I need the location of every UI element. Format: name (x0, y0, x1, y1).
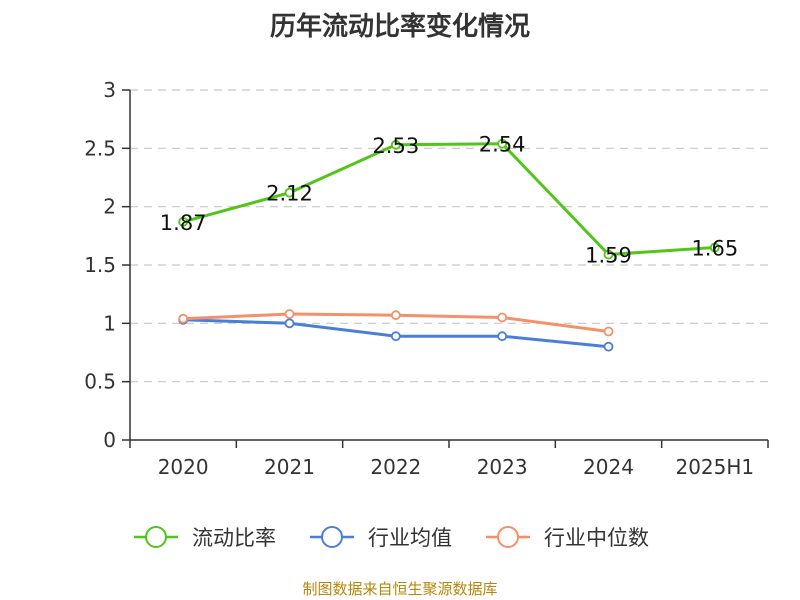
data-point (497, 312, 508, 323)
data-point (284, 309, 295, 319)
data-point (390, 310, 401, 321)
chart-title: 历年流动比率变化情况 (269, 12, 530, 42)
data-point (497, 331, 508, 342)
y-tick-label: 0.5 (84, 370, 116, 394)
data-point (390, 139, 401, 150)
legend-label: 行业均值 (368, 526, 452, 550)
data-label: 2.12 (266, 182, 313, 206)
legend-marker (145, 526, 167, 548)
y-tick-label: 2 (103, 195, 116, 219)
data-point (497, 138, 508, 149)
data-point (390, 331, 401, 342)
data-point (709, 242, 720, 253)
x-tick-label: 2024 (583, 455, 634, 479)
data-point (603, 341, 614, 352)
x-tick-label: 2020 (158, 455, 209, 479)
legend-marker (497, 526, 519, 548)
data-label: 1.65 (691, 237, 738, 261)
x-tick-label: 2023 (477, 455, 528, 479)
data-point (284, 318, 295, 329)
x-tick-label: 2022 (370, 455, 421, 479)
data-point (284, 187, 295, 198)
x-tick-label: 2021 (264, 455, 315, 479)
data-point (178, 216, 189, 227)
legend-label: 流动比率 (192, 526, 276, 550)
x-tick-label: 2025H1 (675, 455, 754, 479)
y-tick-label: 2.5 (84, 136, 116, 160)
legend-marker (321, 526, 343, 548)
data-point (178, 313, 189, 324)
data-point (603, 249, 614, 260)
y-tick-label: 3 (103, 78, 116, 102)
data-point (603, 326, 614, 337)
series-line (182, 142, 715, 256)
y-tick-label: 0 (103, 428, 116, 452)
y-tick-label: 1.5 (84, 253, 116, 277)
source-note: 制图数据来自恒生聚源数据库 (302, 580, 498, 598)
data-label: 2.53 (372, 134, 419, 158)
legend-label: 行业中位数 (544, 526, 649, 550)
data-label: 1.59 (585, 244, 632, 268)
y-tick-label: 1 (103, 311, 116, 335)
data-label: 1.87 (160, 211, 207, 235)
data-label: 2.54 (479, 133, 526, 157)
